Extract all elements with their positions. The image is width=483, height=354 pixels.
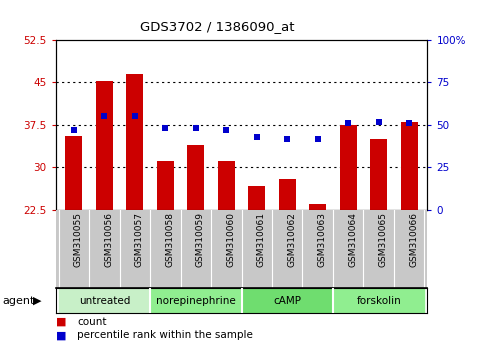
Text: ■: ■ bbox=[56, 317, 66, 327]
Text: GDS3702 / 1386090_at: GDS3702 / 1386090_at bbox=[140, 20, 295, 33]
Text: GSM310058: GSM310058 bbox=[165, 212, 174, 267]
Text: untreated: untreated bbox=[79, 296, 130, 306]
Point bbox=[314, 136, 322, 141]
Bar bbox=[401, 122, 417, 210]
Text: forskolin: forskolin bbox=[356, 296, 401, 306]
Text: GSM310062: GSM310062 bbox=[287, 212, 296, 267]
Point bbox=[131, 114, 139, 119]
Text: percentile rank within the sample: percentile rank within the sample bbox=[77, 330, 253, 340]
Point bbox=[161, 126, 169, 131]
Bar bbox=[96, 81, 113, 210]
Point bbox=[284, 136, 291, 141]
Text: norepinephrine: norepinephrine bbox=[156, 296, 236, 306]
Text: GSM310066: GSM310066 bbox=[409, 212, 418, 267]
Text: cAMP: cAMP bbox=[273, 296, 301, 306]
Bar bbox=[370, 139, 387, 210]
Point bbox=[70, 127, 78, 133]
Text: GSM310064: GSM310064 bbox=[348, 212, 357, 267]
Point bbox=[344, 120, 352, 126]
Text: GSM310065: GSM310065 bbox=[379, 212, 388, 267]
Bar bbox=[309, 204, 326, 210]
Text: ▶: ▶ bbox=[33, 296, 42, 306]
Text: GSM310060: GSM310060 bbox=[226, 212, 235, 267]
Bar bbox=[333, 288, 425, 313]
Point bbox=[222, 127, 230, 133]
Point bbox=[192, 126, 199, 131]
Point bbox=[375, 119, 383, 124]
Text: GSM310059: GSM310059 bbox=[196, 212, 205, 267]
Text: ■: ■ bbox=[56, 330, 66, 340]
Point bbox=[253, 134, 261, 140]
Bar bbox=[58, 288, 150, 313]
Bar bbox=[279, 179, 296, 210]
Bar bbox=[340, 125, 356, 210]
Bar bbox=[157, 161, 174, 210]
Bar bbox=[218, 161, 235, 210]
Text: GSM310063: GSM310063 bbox=[318, 212, 327, 267]
Bar bbox=[248, 185, 265, 210]
Bar bbox=[66, 136, 82, 210]
Text: GSM310056: GSM310056 bbox=[104, 212, 114, 267]
Point bbox=[405, 120, 413, 126]
Text: GSM310055: GSM310055 bbox=[74, 212, 83, 267]
Text: agent: agent bbox=[2, 296, 35, 306]
Bar bbox=[127, 74, 143, 210]
Bar bbox=[150, 288, 242, 313]
Text: GSM310057: GSM310057 bbox=[135, 212, 144, 267]
Text: GSM310061: GSM310061 bbox=[257, 212, 266, 267]
Bar bbox=[187, 145, 204, 210]
Point bbox=[100, 114, 108, 119]
Bar bbox=[242, 288, 333, 313]
Text: count: count bbox=[77, 317, 107, 327]
